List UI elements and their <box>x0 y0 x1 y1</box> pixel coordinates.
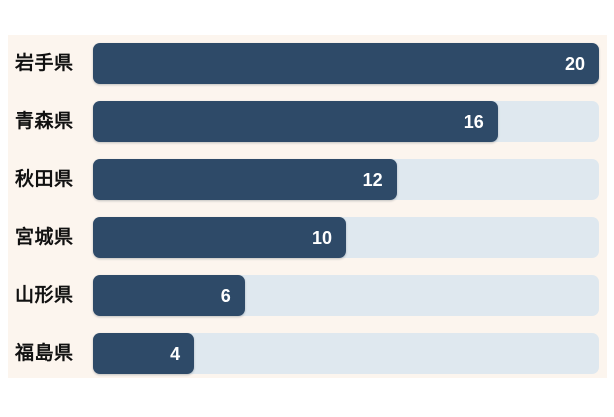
bar: 6 <box>93 275 245 316</box>
chart-row: 福島県 4 <box>15 333 599 374</box>
chart-row: 宮城県 10 <box>15 217 599 258</box>
bar-chart-panel: 岩手県 20 青森県 16 秋田県 12 宮城県 10 山形県 6 福島県 4 <box>8 35 607 378</box>
bar-track: 4 <box>93 333 599 374</box>
category-label: 福島県 <box>15 343 74 364</box>
value-label: 12 <box>362 169 383 190</box>
bar-track: 10 <box>93 217 599 258</box>
bar: 20 <box>93 43 599 84</box>
bar-track: 16 <box>93 101 599 142</box>
category-label: 秋田県 <box>15 169 74 190</box>
bar-track: 6 <box>93 275 599 316</box>
chart-row: 岩手県 20 <box>15 43 599 84</box>
bar-track: 12 <box>93 159 599 200</box>
category-label: 宮城県 <box>15 227 74 248</box>
value-label: 20 <box>564 53 585 74</box>
bar-track: 20 <box>93 43 599 84</box>
value-label: 6 <box>220 285 231 306</box>
bar: 10 <box>93 217 346 258</box>
value-label: 4 <box>170 343 181 364</box>
chart-row: 青森県 16 <box>15 101 599 142</box>
bar: 12 <box>93 159 397 200</box>
chart-row: 秋田県 12 <box>15 159 599 200</box>
category-label: 山形県 <box>15 285 74 306</box>
value-label: 10 <box>311 227 332 248</box>
category-label: 青森県 <box>15 111 74 132</box>
category-label: 岩手県 <box>15 53 74 74</box>
bar: 16 <box>93 101 498 142</box>
value-label: 16 <box>463 111 484 132</box>
bar: 4 <box>93 333 195 374</box>
chart-row: 山形県 6 <box>15 275 599 316</box>
